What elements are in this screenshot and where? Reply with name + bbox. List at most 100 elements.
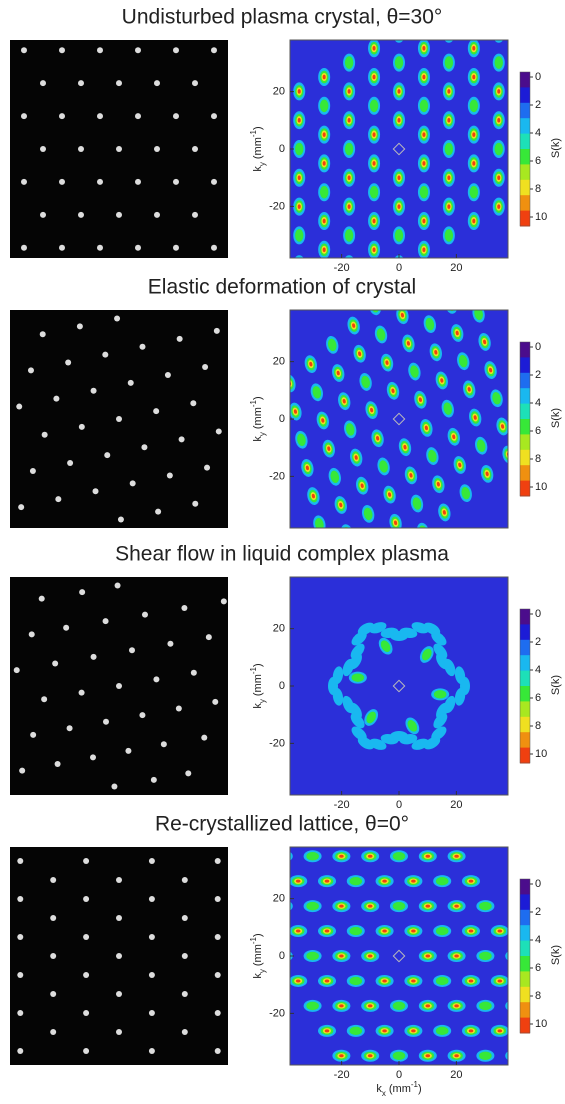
- peak: [347, 89, 351, 94]
- peak: [339, 1004, 344, 1008]
- peak: [422, 132, 426, 137]
- peak: [468, 929, 474, 933]
- colorbar-tick-label: 4: [535, 127, 541, 139]
- peak: [447, 204, 451, 209]
- y-tick-label: -20: [269, 1007, 285, 1019]
- colorbar-segment: [520, 670, 530, 687]
- peak: [416, 265, 420, 270]
- peak: [366, 711, 377, 724]
- particle: [59, 113, 65, 120]
- peak: [420, 291, 427, 300]
- peak: [297, 260, 302, 268]
- peak: [454, 954, 459, 958]
- ring: [342, 695, 354, 714]
- particle: [214, 1048, 221, 1054]
- colorbar-tick-label: 10: [535, 211, 547, 223]
- peak: [452, 434, 456, 440]
- label-part: -1: [249, 936, 258, 944]
- peak: [253, 905, 258, 908]
- peak: [361, 375, 370, 389]
- colorbar-tick-label: 0: [535, 71, 541, 83]
- particle: [52, 660, 59, 667]
- peak: [412, 497, 422, 510]
- map-background: [290, 577, 508, 795]
- peak: [507, 955, 508, 957]
- peak: [312, 386, 322, 399]
- center-marker: [392, 412, 406, 426]
- particle: [154, 146, 160, 152]
- particle: [192, 146, 198, 152]
- x-tick-label: -20: [334, 262, 350, 274]
- peak: [469, 185, 479, 199]
- peak: [324, 929, 330, 933]
- particle: [212, 698, 219, 705]
- peak: [372, 310, 378, 311]
- colorbar-tick-label: 6: [535, 425, 541, 437]
- particle: [50, 915, 57, 921]
- peak: [497, 979, 503, 983]
- peak: [454, 904, 459, 908]
- y-tick-label: 20: [273, 86, 285, 98]
- peak: [419, 185, 429, 199]
- colorbar-tick-label: 6: [535, 692, 541, 704]
- particle: [13, 667, 20, 674]
- peak: [505, 1001, 508, 1011]
- particle: [181, 915, 188, 921]
- peak: [347, 175, 351, 181]
- peak: [455, 330, 459, 336]
- ring: [444, 658, 456, 677]
- particle: [135, 47, 141, 54]
- particle: [54, 761, 61, 768]
- particle: [50, 877, 57, 883]
- peak: [309, 361, 313, 367]
- peak: [363, 507, 373, 521]
- particle: [59, 47, 65, 54]
- peak: [418, 397, 422, 402]
- particle: [90, 653, 97, 660]
- particle: [211, 113, 217, 120]
- particle: [116, 80, 122, 87]
- particle: [21, 113, 27, 120]
- peak: [424, 425, 428, 431]
- peak: [367, 954, 373, 958]
- peak: [537, 1002, 550, 1010]
- peak: [421, 529, 425, 534]
- peak: [351, 673, 365, 682]
- particle: [215, 428, 222, 435]
- peak: [507, 1055, 508, 1057]
- particle: [166, 472, 173, 479]
- particle: [55, 496, 62, 503]
- peak: [468, 979, 474, 983]
- particle: [50, 953, 57, 959]
- peak: [505, 1051, 508, 1061]
- particle: [181, 604, 188, 611]
- particle: [67, 460, 74, 467]
- particle: [185, 770, 192, 777]
- colorbar-segment: [520, 894, 530, 911]
- particle: [148, 934, 155, 940]
- peak: [469, 281, 476, 290]
- peak: [467, 279, 478, 293]
- particle: [65, 359, 72, 366]
- colorbar-segment: [520, 118, 530, 135]
- particle: [102, 351, 109, 358]
- label-part: ): [252, 663, 264, 667]
- peak: [448, 300, 455, 309]
- particle: [211, 178, 217, 185]
- particle: [181, 1029, 188, 1035]
- peak: [479, 1001, 492, 1011]
- particle: [40, 146, 46, 152]
- peak: [380, 640, 391, 653]
- particle: [204, 464, 211, 471]
- colorbar-segment: [520, 624, 530, 641]
- colorbar-segment: [520, 133, 530, 150]
- peak: [260, 875, 278, 887]
- peak: [372, 247, 376, 253]
- peak: [249, 852, 262, 860]
- peak: [468, 879, 474, 883]
- map-peaks: [328, 622, 470, 750]
- peak: [472, 132, 476, 137]
- peak: [322, 74, 326, 80]
- peak: [444, 229, 454, 242]
- peak: [492, 392, 501, 405]
